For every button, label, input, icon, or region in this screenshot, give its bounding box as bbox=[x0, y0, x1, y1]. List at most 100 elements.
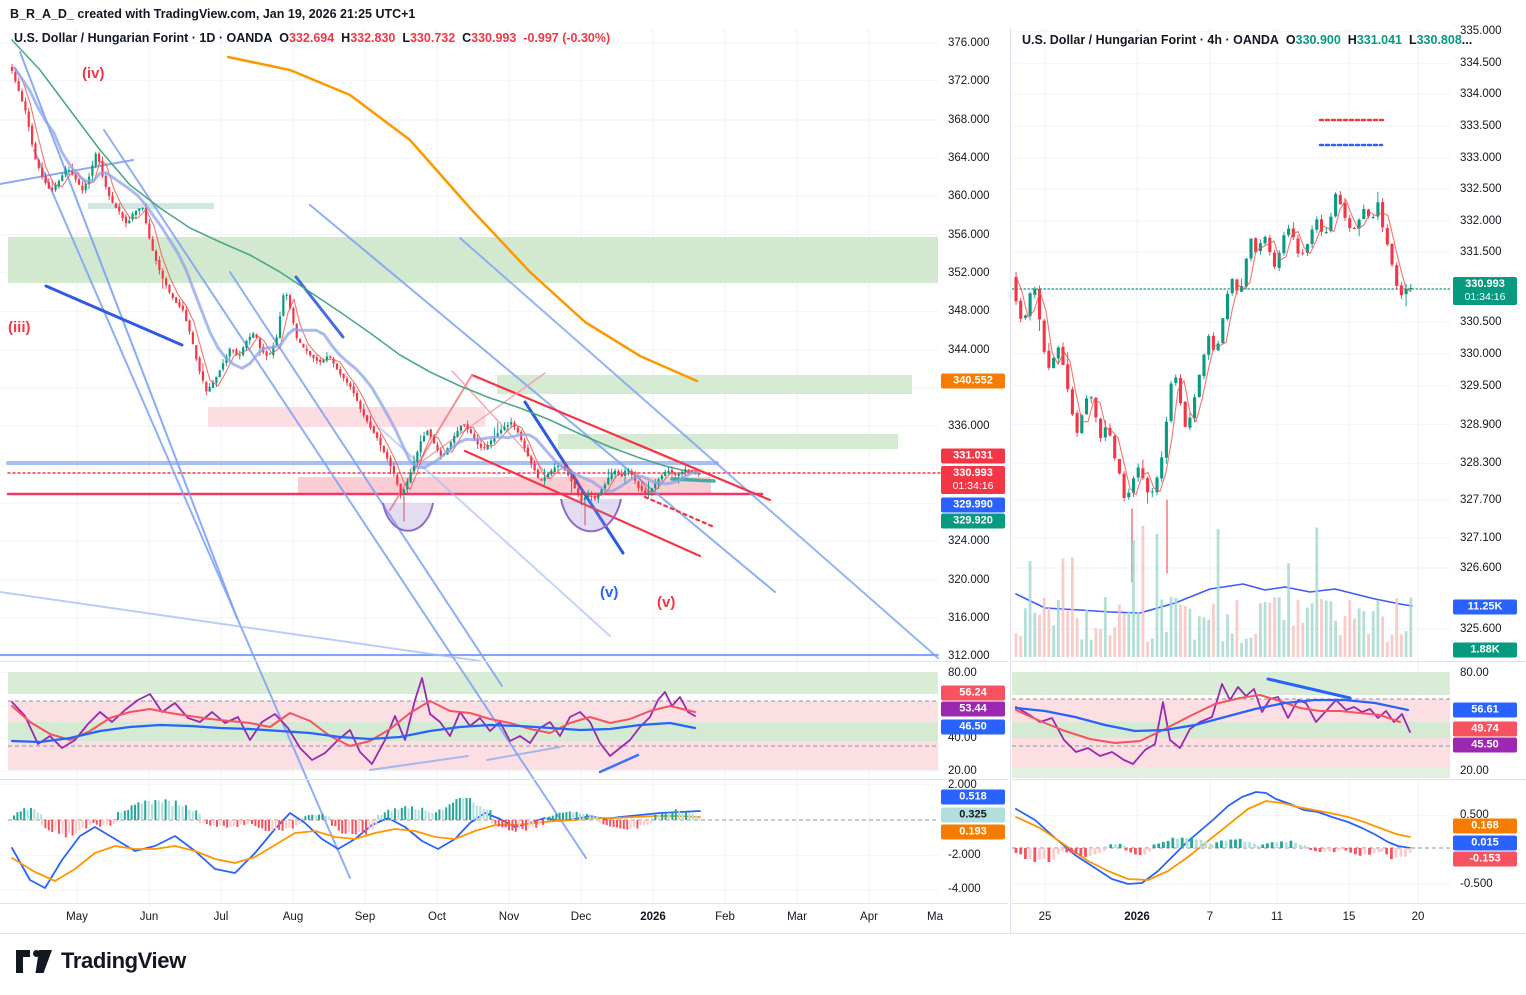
svg-text:(v): (v) bbox=[600, 584, 618, 601]
price-label: 372.000 bbox=[948, 75, 990, 87]
price-label: 330.500 bbox=[1460, 316, 1502, 328]
svg-text:(v): (v) bbox=[657, 594, 675, 611]
price-label: 329.500 bbox=[1460, 380, 1502, 392]
daily-chart-canvas[interactable]: (iv) (iii) (v) (v) bbox=[0, 28, 1008, 935]
low-value: 330.732 bbox=[409, 31, 456, 45]
price-badge: 45.50 bbox=[1453, 737, 1517, 753]
pane-separator bbox=[0, 903, 1008, 904]
price-scale-4h[interactable]: 335.000 334.500 334.000 333.500 333.000 332.5… bbox=[1450, 25, 1526, 935]
price-label: 335.000 bbox=[1460, 25, 1502, 37]
price-badge: 0.015 bbox=[1453, 835, 1517, 851]
price-label: 40.00 bbox=[948, 732, 977, 744]
price-label: 331.500 bbox=[1460, 246, 1502, 258]
time-scale-4h[interactable]: 25 2026 7 11 15 20 bbox=[1012, 903, 1526, 935]
price-label: 328.900 bbox=[1460, 419, 1502, 431]
tradingview-logo[interactable]: TradingView bbox=[16, 948, 186, 974]
time-label: Sep bbox=[354, 911, 376, 923]
price-label: 20.00 bbox=[1460, 765, 1489, 777]
change-value: -0.997 (-0.30%) bbox=[523, 31, 611, 45]
time-label: 2026 bbox=[1124, 911, 1150, 923]
open-value: 332.694 bbox=[289, 31, 335, 45]
price-label: 344.000 bbox=[948, 344, 990, 356]
price-scale-daily[interactable]: 376.000 372.000 368.000 364.000 360.000 356.0… bbox=[938, 28, 1008, 935]
price-badge: 0.193 bbox=[941, 824, 1005, 840]
price-label: 20.00 bbox=[948, 765, 977, 777]
price-label: 316.000 bbox=[948, 612, 990, 624]
price-badge: 0.325 bbox=[941, 807, 1005, 823]
low-value: 330.808 bbox=[1416, 33, 1462, 47]
time-label: 20 bbox=[1411, 911, 1425, 923]
time-label: Apr bbox=[860, 911, 878, 923]
time-label: 15 bbox=[1342, 911, 1356, 923]
price-label: 352.000 bbox=[948, 267, 990, 279]
time-label: Aug bbox=[282, 911, 304, 923]
pane-separator bbox=[1012, 903, 1526, 904]
price-label: 80.00 bbox=[948, 667, 977, 679]
price-badge: 11.25K bbox=[1453, 599, 1517, 615]
time-label: Jul bbox=[213, 911, 229, 923]
price-badge: 56.61 bbox=[1453, 702, 1517, 718]
price-badge: 49.74 bbox=[1453, 721, 1517, 737]
open-value: 330.900 bbox=[1295, 33, 1341, 47]
price-badge: 329.920 bbox=[941, 513, 1005, 529]
tradingview-icon bbox=[16, 949, 52, 973]
pane-separator[interactable] bbox=[0, 779, 1008, 780]
price-label: -4.000 bbox=[948, 883, 981, 895]
low-label: L bbox=[402, 31, 410, 45]
open-label: O bbox=[279, 31, 290, 45]
high-label: H bbox=[341, 31, 351, 45]
pane-separator[interactable] bbox=[0, 661, 1008, 662]
time-label: Jun bbox=[139, 911, 159, 923]
price-badge: 0.168 bbox=[1453, 818, 1517, 834]
price-badge: 0.518 bbox=[941, 789, 1005, 805]
price-label: 336.000 bbox=[948, 420, 990, 432]
price-label: 325.600 bbox=[1460, 623, 1502, 635]
price-label: 312.000 bbox=[948, 650, 990, 662]
pane-separator[interactable] bbox=[1012, 779, 1526, 780]
price-label: 0.500 bbox=[1460, 809, 1489, 821]
close-label: C bbox=[462, 31, 472, 45]
legend-daily[interactable]: U.S. Dollar / Hungarian Forint · 1D · OA… bbox=[14, 31, 610, 45]
price-badge: 46.50 bbox=[941, 719, 1005, 735]
price-label: 376.000 bbox=[948, 37, 990, 49]
legend-ellipsis: ... bbox=[1461, 33, 1473, 47]
price-label: -2.000 bbox=[948, 849, 981, 861]
symbol-title-4h: U.S. Dollar / Hungarian Forint · 4h · OA… bbox=[1022, 33, 1279, 47]
svg-text:(iii): (iii) bbox=[8, 319, 31, 336]
high-label: H bbox=[1347, 33, 1357, 47]
price-label: 327.700 bbox=[1460, 494, 1502, 506]
price-badge: 330.993 01:34:16 bbox=[941, 466, 1005, 494]
price-badge: -0.153 bbox=[1453, 851, 1517, 867]
price-label: 330.000 bbox=[1460, 348, 1502, 360]
price-badge: 340.552 bbox=[941, 373, 1005, 389]
high-value: 332.830 bbox=[350, 31, 396, 45]
time-label: May bbox=[66, 911, 88, 923]
price-label: 332.000 bbox=[1460, 215, 1502, 227]
price-label: 334.000 bbox=[1460, 88, 1502, 100]
time-label: Mar bbox=[787, 911, 807, 923]
price-label: 368.000 bbox=[948, 114, 990, 126]
low-label: L bbox=[1408, 33, 1417, 47]
time-label: Nov bbox=[498, 911, 520, 923]
price-badge: 1.88K bbox=[1453, 642, 1517, 658]
price-label: 326.600 bbox=[1460, 562, 1502, 574]
price-label: 334.500 bbox=[1460, 57, 1502, 69]
high-value: 331.041 bbox=[1356, 33, 1402, 47]
open-label: O bbox=[1285, 33, 1296, 47]
price-badge: 331.031 bbox=[941, 448, 1005, 464]
price-badge: 56.24 bbox=[941, 685, 1005, 701]
panel-divider[interactable] bbox=[1010, 28, 1011, 934]
4h-chart-canvas[interactable] bbox=[1012, 28, 1450, 935]
time-label: 7 bbox=[1206, 911, 1214, 923]
time-label: Dec bbox=[570, 911, 592, 923]
close-value: 330.993 bbox=[471, 31, 517, 45]
pane-separator[interactable] bbox=[1012, 661, 1526, 662]
symbol-title-daily: U.S. Dollar / Hungarian Forint · 1D · OA… bbox=[14, 31, 273, 45]
price-label: 333.500 bbox=[1460, 120, 1502, 132]
time-label: Ma bbox=[927, 911, 943, 923]
legend-4h[interactable]: U.S. Dollar / Hungarian Forint · 4h · OA… bbox=[1022, 33, 1472, 47]
time-label: 2026 bbox=[640, 911, 666, 923]
time-scale-daily[interactable]: May Jun Jul Aug Sep Oct Nov Dec 2026 Feb Mar Apr Ma bbox=[0, 903, 1008, 935]
price-label: 327.100 bbox=[1460, 532, 1502, 544]
